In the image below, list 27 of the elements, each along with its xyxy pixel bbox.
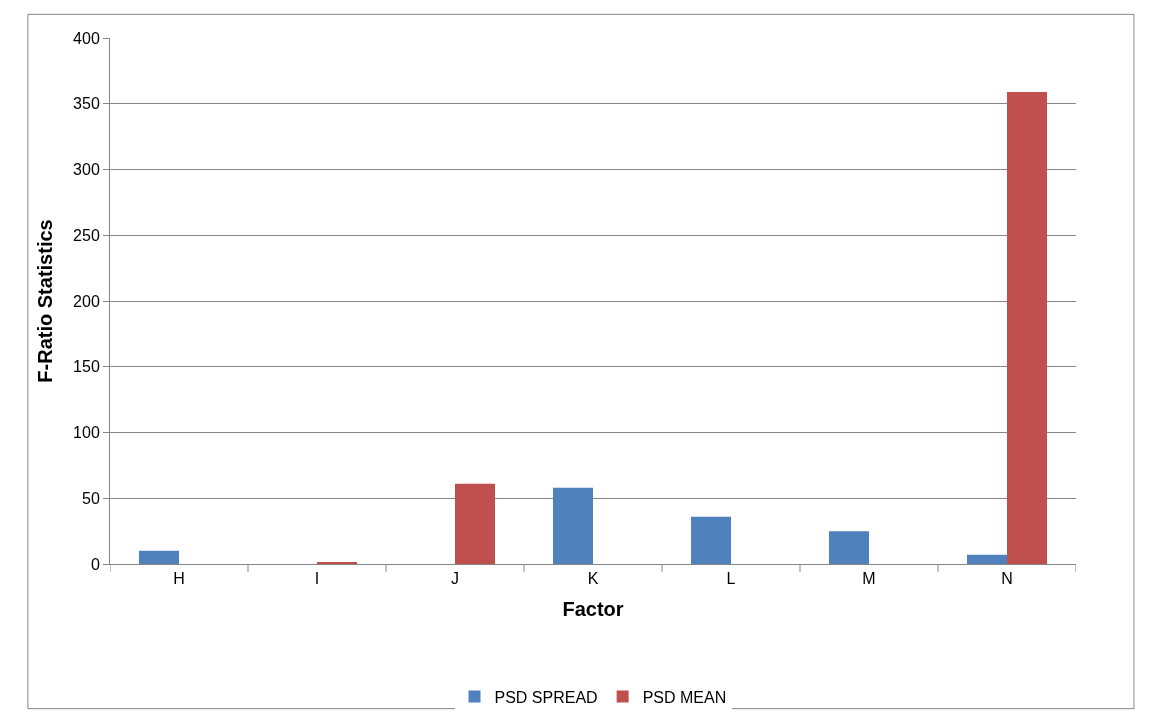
bar [455,483,496,564]
y-tick-label: 0 [90,555,100,573]
bar [1007,91,1048,564]
x-tick-label: J [451,570,459,588]
y-axis-title: F-Ratio Statistics [33,219,56,383]
y-tick-label: 300 [73,161,100,179]
y-tick-label: 400 [73,29,100,47]
bar [138,550,179,564]
bar [552,487,593,564]
bar [690,516,731,564]
legend-label: PSD SPREAD [494,688,598,706]
y-tick-label: 100 [73,424,100,442]
x-tick-label: I [314,570,320,588]
bar [828,531,869,564]
x-tick-label: K [587,570,599,588]
x-tick-label: M [862,570,876,588]
legend-label: PSD MEAN [642,688,727,706]
x-tick-label: N [1001,570,1013,588]
x-tick-label: L [726,570,736,588]
x-tick-label: H [173,570,185,588]
y-tick-label: 50 [82,489,100,507]
y-tick-label: 350 [73,95,100,113]
y-tick-label: 200 [73,292,100,310]
bar [966,554,1007,564]
x-axis-title: Factor [562,597,624,620]
y-tick-label: 250 [73,226,100,244]
y-tick-label: 150 [73,358,100,376]
